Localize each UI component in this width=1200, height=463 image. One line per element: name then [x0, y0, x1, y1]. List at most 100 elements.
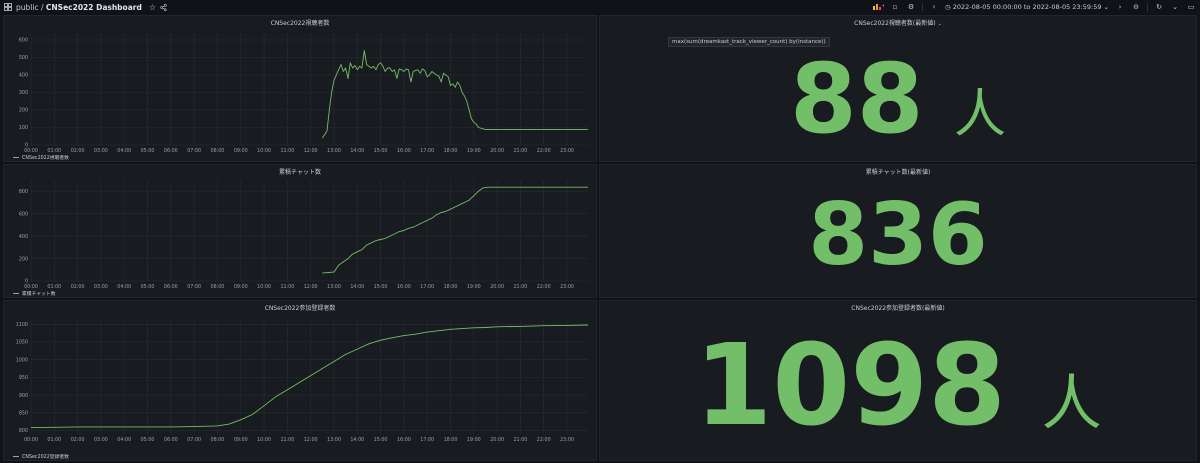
- x-tick-label: 05:00: [141, 148, 155, 154]
- x-tick-label: 01:00: [47, 284, 61, 290]
- breadcrumb-separator: /: [40, 2, 44, 12]
- panel-title[interactable]: CNSec2022視聴者数(最新値) ⌄: [600, 18, 1196, 27]
- y-tick-label: 900: [19, 393, 28, 399]
- y-tick-label: 200: [19, 256, 28, 262]
- viewers-chart-panel: CNSec2022視聴者数 0 100 200 300 400 500 600 00:00 01…: [3, 15, 597, 162]
- x-tick-label: 00:00: [24, 148, 38, 154]
- x-tick-label: 07:00: [187, 148, 201, 154]
- time-range-picker[interactable]: ◷ 2022-08-05 00:00:00 to 2022-08-05 23:5…: [945, 3, 1109, 11]
- y-tick-label: 300: [19, 90, 28, 96]
- x-tick-label: 21:00: [514, 148, 528, 154]
- x-tick-label: 20:00: [490, 284, 504, 290]
- star-icon[interactable]: ☆: [148, 2, 157, 12]
- legend-swatch: [13, 156, 19, 159]
- viewers-stat-panel: CNSec2022視聴者数(最新値) ⌄ max(sum(dreamkast_tr…: [599, 15, 1197, 162]
- registrations-chart-panel: CNSec2022参加登録者数 800 850 900 950 1000 1050 1100…: [3, 300, 597, 461]
- x-tick-label: 22:00: [537, 437, 551, 443]
- save-dashboard-icon[interactable]: ▫: [892, 3, 898, 11]
- x-tick-label: 14:00: [350, 284, 364, 290]
- chat-line-chart[interactable]: 0 200 400 600 800 00:00 01:00 02:00 03:00 04:00 05…: [4, 165, 598, 299]
- x-tick-label: 07:00: [187, 437, 201, 443]
- x-tick-label: 05:00: [141, 284, 155, 290]
- breadcrumb-folder[interactable]: public: [16, 2, 39, 12]
- panel-title[interactable]: CNSec2022参加登録者数(最新値): [851, 305, 945, 312]
- x-tick-label: 05:00: [141, 437, 155, 443]
- time-shift-forward-icon[interactable]: ›: [1118, 3, 1122, 11]
- x-tick-label: 06:00: [164, 284, 178, 290]
- toolbar-divider: [922, 2, 923, 12]
- x-tick-label: 02:00: [71, 437, 85, 443]
- series-line[interactable]: [322, 186, 588, 274]
- refresh-interval-chevron-icon[interactable]: ⌄: [1172, 3, 1178, 11]
- y-tick-label: 600: [19, 211, 28, 217]
- x-tick-label: 11:00: [280, 148, 294, 154]
- legend[interactable]: 累積チャット数: [13, 290, 56, 297]
- x-tick-label: 17:00: [420, 148, 434, 154]
- x-tick-label: 22:00: [537, 284, 551, 290]
- panel-title[interactable]: 累積チャット数: [279, 169, 321, 176]
- add-panel-icon[interactable]: +: [872, 3, 884, 11]
- settings-gear-icon[interactable]: ⚙: [907, 3, 915, 11]
- time-range-text: 2022-08-05 00:00:00 to 2022-08-05 23:59:…: [952, 3, 1102, 11]
- legend-swatch: [13, 292, 19, 295]
- stat-value: 836: [600, 185, 1196, 285]
- time-shift-back-icon[interactable]: ‹: [932, 3, 936, 11]
- x-tick-label: 16:00: [397, 284, 411, 290]
- y-tick-label: 0: [25, 143, 28, 149]
- y-tick-label: 0: [25, 279, 28, 285]
- stat-unit: 人: [1041, 369, 1102, 439]
- x-tick-label: 20:00: [490, 148, 504, 154]
- y-tick-label: 800: [19, 428, 28, 434]
- tv-mode-icon[interactable]: ▭: [1187, 3, 1195, 11]
- panel-title[interactable]: CNSec2022参加登録者数: [264, 305, 336, 312]
- chevron-down-icon: ⌄: [937, 21, 942, 27]
- x-tick-label: 15:00: [374, 284, 388, 290]
- series-line[interactable]: [321, 50, 588, 139]
- query-tooltip: max(sum(dreamkast_track_viewer_count) by…: [668, 37, 830, 47]
- x-tick-label: 18:00: [444, 284, 458, 290]
- legend-label: CNSec2022視聴者数: [22, 156, 69, 161]
- x-tick-label: 08:00: [211, 284, 225, 290]
- clock-icon: ◷: [945, 3, 953, 11]
- x-tick-label: 20:00: [490, 437, 504, 443]
- dashboards-grid-icon[interactable]: [4, 3, 12, 11]
- stat-unit: 人: [954, 85, 1007, 145]
- zoom-out-icon[interactable]: ⊖: [1133, 3, 1139, 11]
- x-tick-label: 02:00: [71, 148, 85, 154]
- x-tick-label: 23:00: [560, 284, 574, 290]
- y-tick-label: 400: [19, 234, 28, 240]
- registrations-line-chart[interactable]: 800 850 900 950 1000 1050 1100 00:00 01:00 02:00 0…: [4, 301, 598, 462]
- dashboard-title[interactable]: CNSec2022 Dashboard: [45, 2, 142, 12]
- x-tick-label: 10:00: [257, 148, 271, 154]
- x-tick-label: 18:00: [444, 148, 458, 154]
- x-tick-label: 08:00: [211, 437, 225, 443]
- viewers-line-chart[interactable]: 0 100 200 300 400 500 600 00:00 01:00 02:00 03:00 0…: [4, 16, 598, 163]
- x-tick-label: 10:00: [257, 284, 271, 290]
- x-tick-label: 09:00: [234, 284, 248, 290]
- x-tick-label: 12:00: [304, 284, 318, 290]
- x-tick-label: 21:00: [514, 284, 528, 290]
- x-tick-label: 06:00: [164, 148, 178, 154]
- panel-title[interactable]: CNSec2022視聴者数: [270, 20, 330, 27]
- stat-number: 836: [808, 185, 988, 285]
- x-tick-label: 23:00: [560, 148, 574, 154]
- chat-chart-panel: 累積チャット数 0 200 400 600 800 00:00 01:00 02:00 03:0…: [3, 164, 597, 298]
- x-tick-label: 01:00: [47, 148, 61, 154]
- refresh-icon[interactable]: ↻: [1156, 3, 1162, 11]
- y-tick-label: 100: [19, 125, 28, 131]
- series-line[interactable]: [30, 324, 589, 429]
- x-tick-label: 11:00: [280, 284, 294, 290]
- toolbar-divider: [1147, 2, 1148, 12]
- legend[interactable]: CNSec2022登録者数: [13, 453, 69, 460]
- legend[interactable]: CNSec2022視聴者数: [13, 154, 69, 161]
- stat-value: 1098 人: [600, 321, 1196, 463]
- x-tick-label: 14:00: [350, 437, 364, 443]
- x-tick-label: 02:00: [71, 284, 85, 290]
- top-bar: public / CNSec2022 Dashboard ☆ + ▫ ⚙ ‹ ◷…: [0, 0, 1200, 14]
- y-tick-label: 1100: [16, 322, 28, 328]
- panel-title[interactable]: 累積チャット数(最新値): [865, 169, 931, 176]
- x-tick-label: 01:00: [47, 437, 61, 443]
- x-tick-label: 15:00: [374, 148, 388, 154]
- y-tick-label: 800: [19, 189, 28, 195]
- share-icon[interactable]: [160, 3, 167, 11]
